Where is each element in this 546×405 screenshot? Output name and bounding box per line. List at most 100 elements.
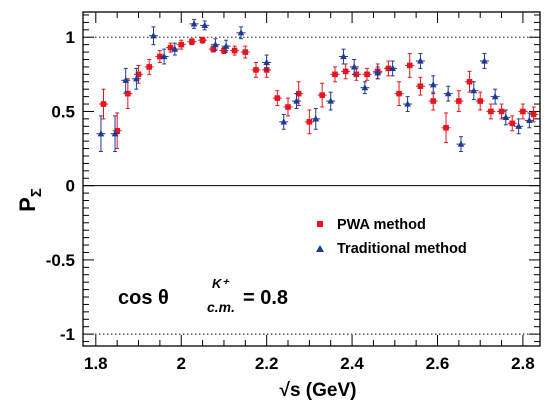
y-tick-label: 0.5 [51, 102, 75, 121]
data-point [396, 90, 402, 97]
data-point [97, 130, 105, 137]
data-point [242, 49, 249, 55]
y-axis-title-main: P [15, 197, 40, 212]
data-point [374, 69, 382, 76]
data-point [150, 32, 157, 39]
annotation-superscript: K⁺ [212, 276, 230, 291]
data-point [295, 90, 302, 97]
data-point [444, 90, 452, 97]
annotation-prefix: cos θ [118, 287, 169, 309]
data-point [430, 98, 437, 104]
data-point [133, 75, 140, 82]
data-point [222, 42, 230, 49]
x-axis-ticks: 1.8 2 2.2 2.4 2.6 2.8 [84, 12, 535, 373]
data-point [350, 63, 358, 70]
plot-border [82, 11, 541, 347]
annotation: cos θ K⁺ c.m. = 0.8 [118, 276, 288, 315]
legend-label-traditional: Traditional method [337, 241, 467, 257]
data-point [146, 64, 153, 70]
x-tick-label: 2.2 [255, 354, 279, 373]
data-point [417, 83, 424, 90]
y-tick-label: 1 [66, 28, 75, 47]
y-tick-label: -1 [60, 325, 75, 344]
y-axis-title-subscript: Σ [28, 188, 45, 197]
reference-lines [83, 36, 540, 335]
data-point [280, 118, 288, 125]
data-point [122, 76, 130, 83]
data-point [404, 100, 411, 107]
data-point [201, 21, 209, 28]
data-point [231, 47, 238, 54]
data-point [135, 71, 142, 78]
data-point [342, 68, 349, 75]
data-point [178, 41, 185, 48]
y-tick-label: 0 [66, 177, 75, 196]
legend: PWA method Traditional method [316, 217, 467, 257]
legend-marker-traditional [316, 245, 324, 252]
data-point [111, 130, 119, 137]
data-point [167, 44, 174, 51]
data-point [319, 92, 325, 98]
y-axis-ticks: -1 -0.5 0 0.5 1 [46, 14, 540, 344]
data-point [100, 101, 107, 107]
data-series [96, 18, 539, 153]
data-point [306, 119, 313, 125]
data-point [327, 97, 335, 104]
data-point [466, 78, 473, 85]
plot-frame [82, 11, 541, 347]
data-point [199, 37, 206, 44]
data-point [429, 81, 437, 88]
y-axis-title: PΣ [15, 188, 45, 212]
data-point [312, 115, 320, 122]
data-point [293, 97, 300, 104]
x-tick-label: 2.4 [340, 354, 364, 373]
x-tick-label: 2.8 [511, 354, 535, 373]
data-point [456, 98, 462, 104]
data-point [332, 71, 338, 78]
data-point [263, 58, 270, 66]
data-point [470, 87, 478, 94]
data-point [502, 113, 510, 120]
data-point [515, 122, 522, 129]
x-tick-label: 2 [176, 354, 185, 373]
annotation-suffix: = 0.8 [243, 287, 288, 309]
annotation-text: cos θ [118, 287, 169, 309]
data-point [509, 120, 516, 127]
data-point [389, 64, 396, 72]
data-point [526, 116, 533, 123]
x-tick-label: 1.8 [84, 354, 108, 373]
data-point [160, 52, 168, 60]
data-point [189, 38, 195, 45]
annotation-subscript: c.m. [207, 299, 235, 315]
data-point [520, 108, 526, 115]
series-pwa [99, 36, 539, 150]
legend-label-pwa: PWA method [337, 217, 426, 233]
x-tick-label: 2.6 [426, 354, 450, 373]
data-point [457, 140, 465, 147]
data-point [285, 104, 291, 110]
data-point [171, 45, 179, 52]
series-traditional [96, 18, 534, 153]
legend-marker-pwa [317, 221, 323, 227]
data-point [212, 41, 219, 48]
data-point [190, 20, 198, 27]
data-point [340, 52, 347, 60]
data-point [114, 127, 120, 134]
data-point [530, 111, 537, 118]
data-point [406, 62, 413, 69]
y-tick-label: -0.5 [46, 251, 75, 270]
data-point [221, 47, 227, 54]
data-point [253, 67, 259, 73]
data-point [498, 108, 505, 115]
x-axis-title: √s (GeV) [280, 380, 357, 401]
data-point [477, 98, 484, 104]
data-point [125, 90, 131, 97]
data-point [364, 71, 370, 78]
data-point [361, 84, 369, 91]
data-point [237, 29, 245, 36]
data-point [210, 46, 217, 52]
data-point [353, 71, 360, 78]
data-point [491, 93, 499, 100]
data-point [488, 108, 494, 115]
